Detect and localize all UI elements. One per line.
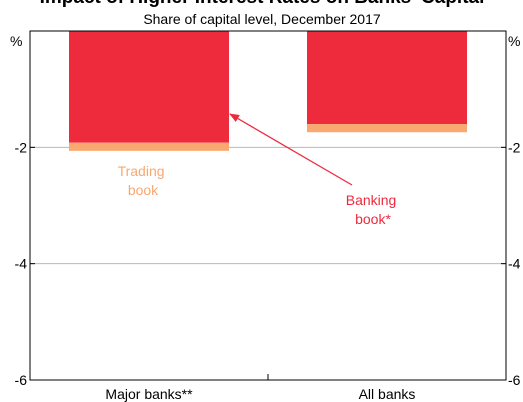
y-tick-label-left: -2 bbox=[15, 139, 28, 155]
y-tick-label-left: -6 bbox=[15, 372, 28, 388]
bar-banking-book-0 bbox=[69, 31, 229, 143]
y-tick-label-right: -4 bbox=[508, 256, 521, 272]
banking-book-label-line-2: book* bbox=[355, 211, 391, 227]
banking-book-label-line-1: Banking bbox=[346, 192, 397, 208]
chart-subtitle: Share of capital level, December 2017 bbox=[143, 11, 381, 27]
banking-book-arrow bbox=[229, 113, 353, 186]
x-tick-label: All banks bbox=[359, 386, 416, 402]
x-tick-label: Major banks** bbox=[105, 386, 193, 402]
y-tick-label-left: -4 bbox=[15, 256, 28, 272]
y-tick-label-right: -2 bbox=[508, 139, 521, 155]
y-axis-unit-right: % bbox=[508, 33, 520, 49]
banking-book-label: Banking book* bbox=[346, 192, 400, 227]
trading-book-label-line-1: Trading bbox=[118, 163, 165, 179]
y-axis-unit-left: % bbox=[10, 33, 22, 49]
y-tick-label-right: -6 bbox=[508, 372, 521, 388]
bar-trading-book-0 bbox=[69, 142, 229, 151]
trading-book-label: Trading book bbox=[118, 163, 169, 198]
trading-book-label-line-2: book bbox=[128, 182, 159, 198]
chart-title: Impact of Higher Interest Rates on Banks… bbox=[40, 0, 485, 8]
bar-trading-book-1 bbox=[307, 124, 467, 133]
bar-banking-book-1 bbox=[307, 31, 467, 125]
